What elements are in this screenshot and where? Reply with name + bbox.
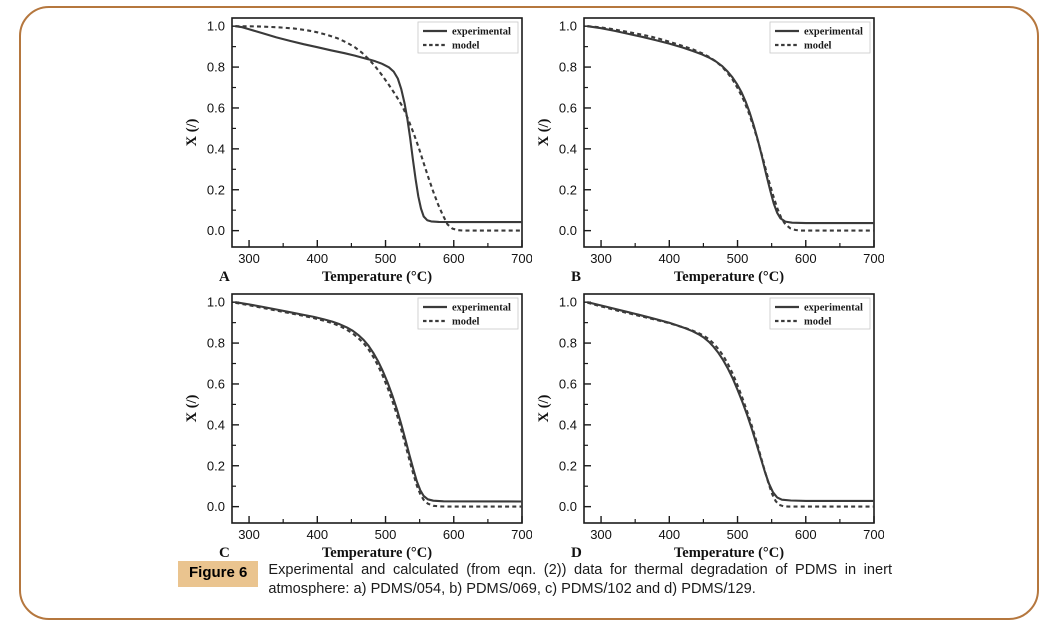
x-tick-label: 500	[375, 527, 397, 542]
y-tick-label: 0.0	[207, 499, 225, 514]
y-axis-title: X (/)	[536, 118, 552, 146]
legend-box	[769, 297, 871, 330]
legend: experimental model	[417, 297, 519, 330]
panel-letter: C	[219, 545, 230, 561]
y-tick-label: 0.0	[559, 223, 577, 238]
x-tick-label: 400	[306, 251, 328, 266]
y-tick-label: 0.6	[559, 100, 577, 115]
chart-svg: 300 400 500 600 700 0.0 0.2 0.4 0.6 0.8 1.0 experim…	[536, 17, 885, 285]
y-tick-label: 0.4	[207, 141, 225, 156]
y-tick-label: 0.4	[559, 141, 577, 156]
chart-panel-c: 300 400 500 600 700 0.0 0.2 0.4 0.6 0.8 1.0 experim…	[180, 286, 533, 562]
legend: experimental model	[417, 21, 519, 54]
y-tick-label: 0.4	[207, 417, 225, 432]
legend-label-experimental: experimental	[452, 27, 511, 38]
legend: experimental model	[769, 21, 871, 54]
x-tick-label: 600	[443, 251, 465, 266]
x-tick-label: 700	[863, 527, 884, 542]
series-experimental	[235, 25, 522, 224]
x-tick-label: 400	[306, 527, 328, 542]
legend-box	[417, 297, 519, 330]
y-tick-label: 0.8	[559, 60, 577, 75]
series-experimental	[235, 301, 523, 503]
figure-border	[19, 6, 1039, 620]
x-axis-title: Temperature (°C)	[322, 545, 432, 561]
plot-frame	[583, 293, 875, 524]
chart-panel-b: 300 400 500 600 700 0.0 0.2 0.4 0.6 0.8 1.0 experim…	[532, 10, 885, 286]
legend-label-experimental: experimental	[452, 303, 511, 314]
legend-label-experimental: experimental	[804, 27, 863, 38]
chart-panel-a: 300 400 500 600 700 0.0 0.2 0.4 0.6 0.8 1.0 experim…	[180, 10, 533, 286]
y-tick-label: 0.8	[207, 60, 225, 75]
legend-label-experimental: experimental	[804, 303, 863, 314]
series-model	[235, 301, 522, 508]
y-tick-label: 0.6	[559, 376, 577, 391]
y-tick-label: 0.8	[559, 336, 577, 351]
x-tick-label: 400	[658, 251, 680, 266]
x-tick-label: 600	[795, 251, 817, 266]
series-model	[587, 301, 874, 508]
y-tick-label: 0.0	[207, 223, 225, 238]
plot-frame	[583, 17, 875, 248]
x-axis-title: Temperature (°C)	[674, 269, 784, 285]
y-tick-label: 0.6	[207, 376, 225, 391]
legend-label-model: model	[452, 317, 479, 328]
y-tick-label: 0.8	[207, 336, 225, 351]
y-tick-label: 0.6	[207, 100, 225, 115]
y-axis-title: X (/)	[184, 394, 200, 422]
y-axis-title: X (/)	[536, 394, 552, 422]
y-tick-label: 1.0	[559, 295, 577, 310]
figure-label: Figure 6	[178, 561, 259, 587]
y-tick-label: 0.4	[559, 417, 577, 432]
chart-svg: 300 400 500 600 700 0.0 0.2 0.4 0.6 0.8 1.0 experim…	[184, 17, 533, 285]
panel-letter: A	[219, 269, 230, 285]
plot-frame	[231, 293, 523, 524]
y-tick-label: 0.2	[207, 458, 225, 473]
x-tick-label: 300	[238, 527, 260, 542]
panel-letter: D	[571, 545, 582, 561]
legend: experimental model	[769, 297, 871, 330]
legend-label-model: model	[804, 317, 831, 328]
y-tick-label: 0.2	[559, 182, 577, 197]
x-tick-label: 300	[238, 251, 260, 266]
x-tick-label: 600	[443, 527, 465, 542]
figure-caption-text: Experimental and calculated (from eqn. (…	[268, 562, 892, 597]
x-tick-label: 300	[590, 527, 612, 542]
legend-box	[417, 21, 519, 54]
x-tick-label: 700	[863, 251, 884, 266]
y-tick-label: 1.0	[207, 295, 225, 310]
x-tick-label: 500	[727, 527, 749, 542]
chart-panel-d: 300 400 500 600 700 0.0 0.2 0.4 0.6 0.8 1.0 experim…	[532, 286, 885, 562]
legend-label-model: model	[804, 41, 831, 52]
x-tick-label: 700	[511, 527, 532, 542]
figure-caption: Figure 6 Experimental and calculated (fr…	[178, 561, 892, 598]
x-tick-label: 600	[795, 527, 817, 542]
x-axis-title: Temperature (°C)	[322, 269, 432, 285]
legend-label-model: model	[452, 41, 479, 52]
y-tick-label: 1.0	[207, 19, 225, 34]
y-axis-title: X (/)	[184, 118, 200, 146]
y-tick-label: 1.0	[559, 19, 577, 34]
series-model	[235, 25, 522, 232]
series-model	[587, 25, 874, 232]
y-tick-label: 0.2	[559, 458, 577, 473]
y-tick-label: 0.0	[559, 499, 577, 514]
charts-grid: 300 400 500 600 700 0.0 0.2 0.4 0.6 0.8 1.0 experim…	[180, 10, 885, 562]
x-tick-label: 400	[658, 527, 680, 542]
panel-letter: B	[571, 269, 581, 285]
x-axis-title: Temperature (°C)	[674, 545, 784, 561]
x-tick-label: 300	[590, 251, 612, 266]
x-tick-label: 500	[375, 251, 397, 266]
chart-svg: 300 400 500 600 700 0.0 0.2 0.4 0.6 0.8 1.0 experim…	[536, 293, 885, 561]
series-experimental	[587, 25, 874, 225]
plot-frame	[231, 17, 523, 248]
x-tick-label: 500	[727, 251, 749, 266]
y-tick-label: 0.2	[207, 182, 225, 197]
series-experimental	[587, 301, 874, 502]
chart-svg: 300 400 500 600 700 0.0 0.2 0.4 0.6 0.8 1.0 experim…	[184, 293, 533, 561]
x-tick-label: 700	[511, 251, 532, 266]
legend-box	[769, 21, 871, 54]
